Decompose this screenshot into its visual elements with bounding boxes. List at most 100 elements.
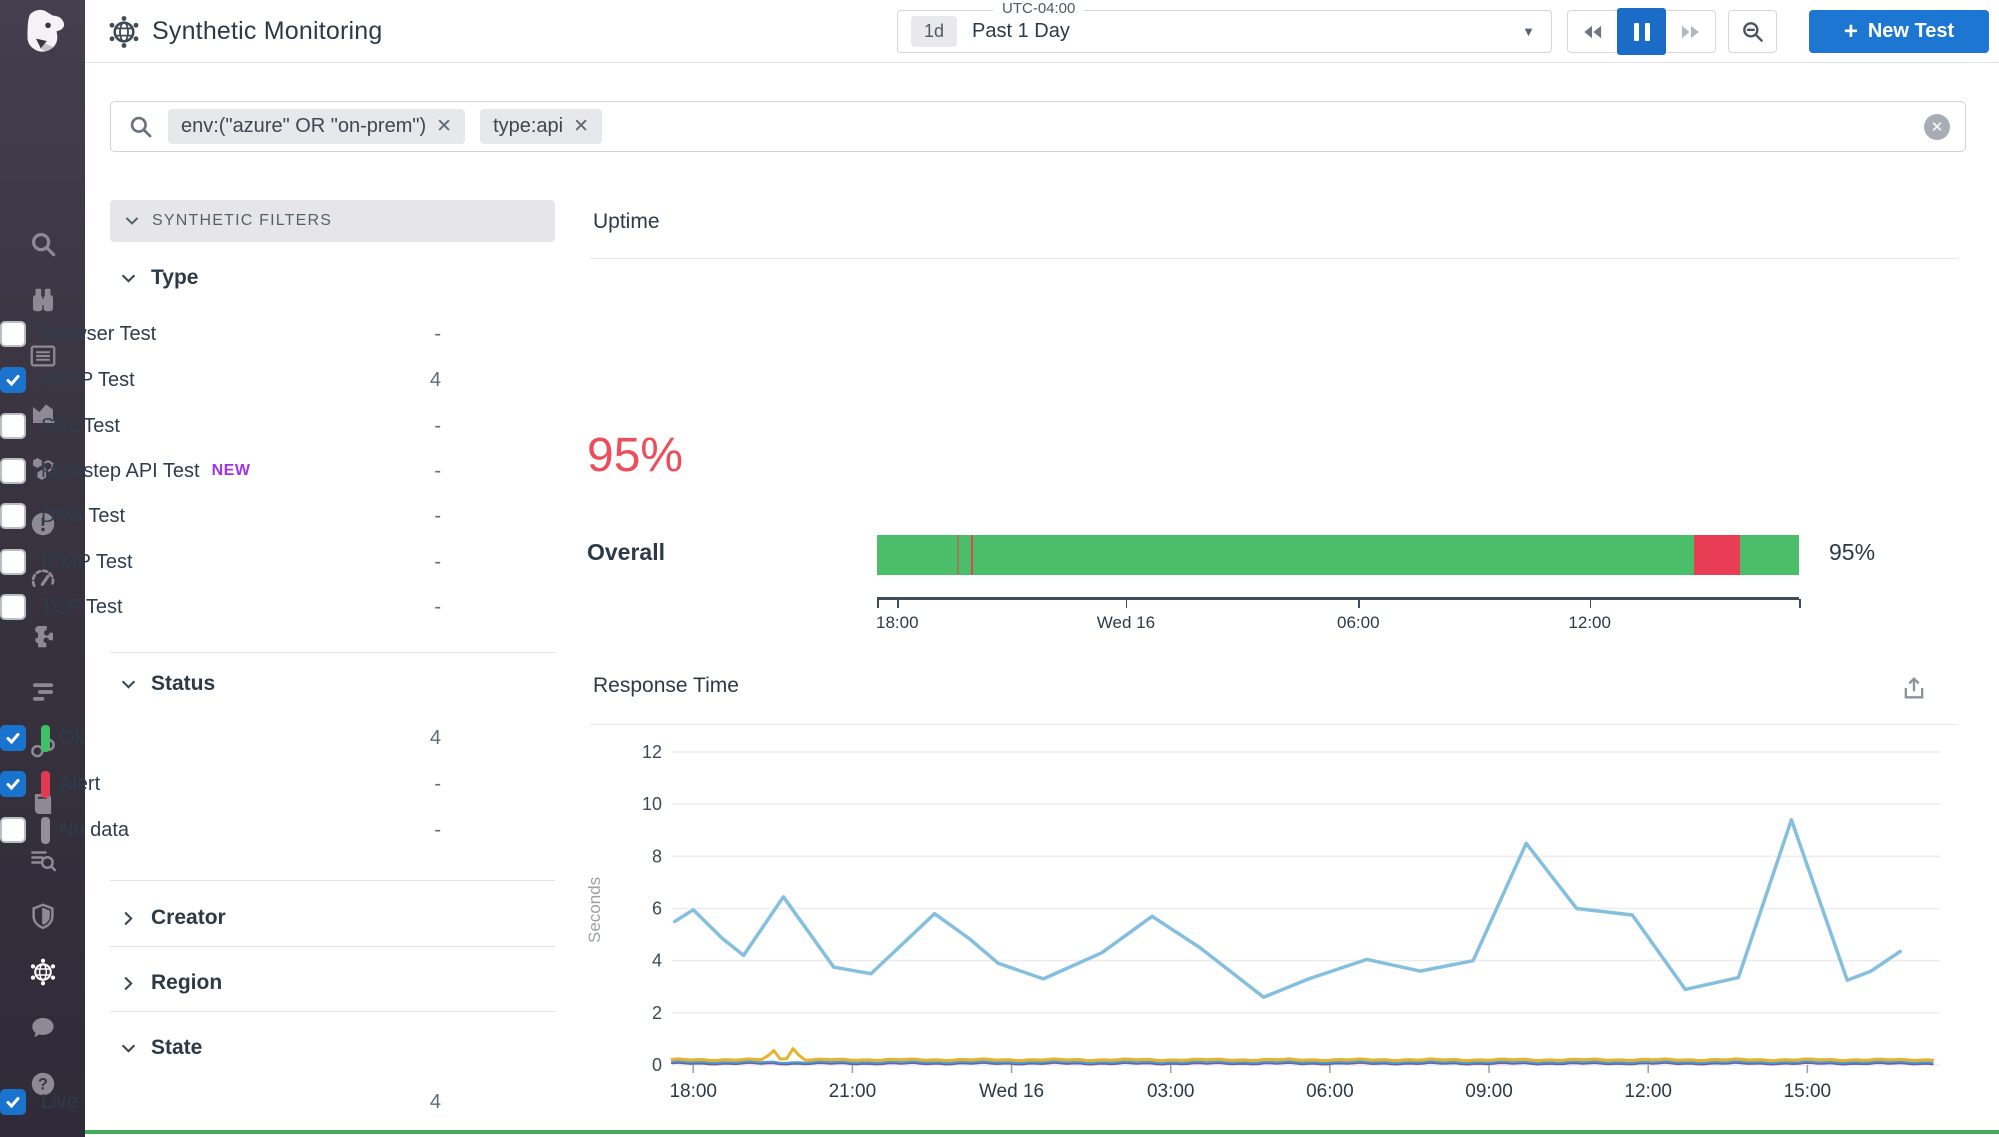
axis-tick-label: 12:00 (1568, 613, 1611, 632)
divider (110, 946, 555, 947)
apm-icon[interactable] (0, 552, 85, 608)
zoom-out-button[interactable] (1728, 10, 1777, 53)
checkbox[interactable] (0, 1089, 26, 1115)
synthetic-filters-toggle[interactable]: SYNTHETIC FILTERS (110, 200, 555, 242)
checkbox[interactable] (0, 413, 26, 439)
metrics-icon[interactable] (0, 384, 85, 440)
uptime-percentage-value: 95% (587, 429, 684, 482)
pause-button[interactable] (1617, 8, 1666, 55)
log-search-icon[interactable] (0, 832, 85, 888)
filter-row-live[interactable]: Live 4 (0, 1086, 445, 1118)
filter-row-ok[interactable]: Ok 4 (0, 722, 445, 754)
checkbox[interactable] (0, 771, 26, 797)
search-icon (130, 116, 152, 138)
checkbox[interactable] (0, 367, 26, 393)
dashboards-icon[interactable] (0, 328, 85, 384)
axis-tick (1125, 599, 1128, 608)
chip-remove-icon[interactable]: ✕ (573, 116, 590, 137)
watchdog-icon[interactable] (0, 272, 85, 328)
zoom-out-icon (1742, 21, 1763, 42)
fast-forward-button[interactable] (1666, 11, 1715, 52)
uptime-alert-line (956, 535, 960, 575)
overall-uptime-percent: 95% (1829, 539, 1876, 565)
uptime-time-axis: 18:00 Wed 16 06:00 12:00 (876, 597, 1801, 642)
export-button[interactable] (1900, 674, 1928, 702)
rewind-button[interactable] (1568, 11, 1617, 52)
checkbox[interactable] (0, 549, 26, 575)
axis-tick-label: Wed 16 (1096, 613, 1156, 632)
filter-row-alert[interactable]: Alert - (0, 768, 445, 800)
y-tick-label: 6 (652, 899, 662, 919)
synthetics-icon[interactable] (0, 944, 85, 1000)
x-tick-label: 18:00 (669, 1081, 717, 1102)
infrastructure-icon[interactable] (0, 440, 85, 496)
y-tick-label: 4 (652, 951, 662, 971)
filter-row-icmp-test[interactable]: ICMP Test - (0, 546, 445, 578)
rail-icon-list: ? (0, 216, 85, 1112)
checkbox[interactable] (0, 458, 26, 484)
security-icon[interactable] (0, 888, 85, 944)
datadog-logo[interactable] (13, 6, 71, 64)
pipelines-icon[interactable] (0, 664, 85, 720)
checkbox[interactable] (0, 321, 26, 347)
uptime-bar (877, 535, 1799, 575)
chevron-down-icon (122, 680, 135, 689)
filter-row-browser-test[interactable]: Browser Test - (0, 318, 445, 350)
new-badge: NEW (211, 462, 251, 479)
filter-row-ssl-test[interactable]: SSL Test - (0, 410, 445, 442)
checkbox[interactable] (0, 503, 26, 529)
time-range-value: Past 1 Day (972, 20, 1070, 42)
filter-row-multistep-api-test[interactable]: Multistep API Test NEW - (0, 455, 445, 487)
filter-chip-type[interactable]: type:api ✕ (480, 109, 603, 144)
chevron-down-icon (122, 274, 135, 283)
series-http-test-main (672, 818, 1902, 999)
x-tick-label: 15:00 (1784, 1081, 1832, 1102)
search-input[interactable]: env:("azure" OR "on-prem") ✕ type:api ✕ … (110, 101, 1966, 152)
axis-tick (1358, 599, 1360, 608)
events-icon[interactable] (0, 496, 85, 552)
y-tick-label: 12 (642, 742, 662, 762)
checkbox[interactable] (0, 594, 26, 620)
filter-row-http-test[interactable]: HTTP Test 4 (0, 364, 445, 396)
filter-section-type[interactable]: Type (120, 266, 198, 290)
divider (110, 880, 555, 881)
series-http-test-3 (671, 1060, 1934, 1064)
filter-row-dns-test[interactable]: DNS Test - (0, 500, 445, 532)
filter-chip-env[interactable]: env:("azure" OR "on-prem") ✕ (168, 109, 466, 144)
chip-label: type:api (493, 115, 564, 137)
axis-tick (877, 599, 879, 608)
axis-tick-label: 06:00 (1337, 613, 1380, 632)
integrations-icon[interactable] (0, 608, 85, 664)
chat-icon[interactable] (0, 1000, 85, 1056)
series-http-test-4 (671, 1061, 1934, 1066)
filter-row-tcp-test[interactable]: TCP Test - (0, 591, 445, 623)
status-color-pill (41, 816, 50, 844)
new-test-button[interactable]: + New Test (1809, 10, 1989, 53)
axis-line (877, 597, 1799, 600)
chevron-down-icon (122, 1044, 135, 1053)
filter-section-state[interactable]: State (120, 1036, 202, 1060)
time-range-selector[interactable]: UTC-04:00 1d Past 1 Day ▼ (897, 0, 1552, 53)
search-icon[interactable] (0, 216, 85, 272)
checkbox[interactable] (0, 817, 26, 843)
filter-section-status[interactable]: Status (120, 672, 215, 696)
x-tick-label: 06:00 (1306, 1081, 1354, 1102)
y-tick-label: 8 (652, 846, 662, 866)
clear-search-icon[interactable]: ✕ (1924, 114, 1950, 140)
chip-remove-icon[interactable]: ✕ (436, 116, 453, 137)
playback-controls (1567, 8, 1716, 55)
checkbox[interactable] (0, 725, 26, 751)
x-tick-label: 03:00 (1147, 1081, 1195, 1102)
chip-label: env:("azure" OR "on-prem") (181, 115, 427, 137)
chevron-down-icon (126, 217, 138, 225)
chevron-right-icon (124, 976, 133, 990)
filter-row-no-data[interactable]: No data - (0, 814, 445, 846)
filter-section-region[interactable]: Region (120, 971, 222, 995)
y-tick-label: 10 (642, 794, 662, 814)
help-icon[interactable]: ? (0, 1056, 85, 1112)
top-header: Synthetic Monitoring UTC-04:00 1d Past 1… (85, 0, 1999, 63)
notebooks-icon[interactable] (0, 776, 85, 832)
divider (590, 258, 1958, 259)
timezone-label: UTC-04:00 (993, 0, 1085, 17)
filter-section-creator[interactable]: Creator (120, 906, 226, 930)
